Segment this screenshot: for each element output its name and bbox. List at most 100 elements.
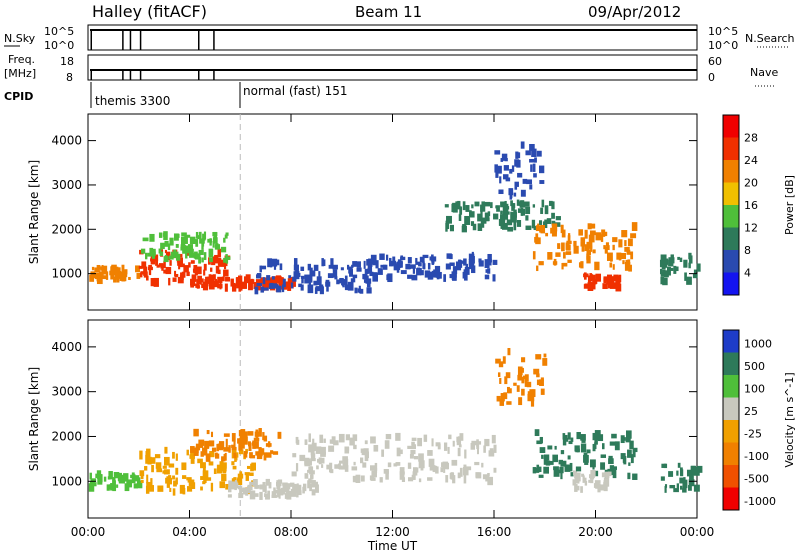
echo-cell: [251, 442, 255, 446]
echo-cell: [277, 479, 283, 484]
echo-cell: [284, 493, 288, 499]
echo-cell: [503, 165, 509, 171]
echo-cell: [166, 479, 170, 488]
echo-cell: [554, 445, 557, 450]
echo-cell: [328, 445, 335, 452]
echo-cell: [440, 467, 444, 473]
echo-cell: [468, 253, 475, 260]
echo-cell: [363, 448, 369, 456]
echo-cell: [384, 440, 390, 449]
nsky-tick-top: 10^5: [44, 25, 74, 38]
echo-cell: [680, 469, 684, 477]
echo-cell: [459, 433, 464, 441]
echo-cell: [659, 259, 665, 268]
echo-cell: [662, 277, 668, 286]
echo-cell: [205, 443, 209, 449]
echo-cell: [508, 388, 512, 394]
echo-cell: [387, 462, 392, 468]
echo-cell: [167, 243, 171, 251]
echo-cell: [356, 261, 361, 268]
echo-cell: [477, 223, 483, 231]
echo-cell: [245, 473, 249, 481]
echo-cell: [88, 483, 95, 492]
echo-cell: [432, 466, 438, 473]
echo-cell: [445, 263, 451, 270]
echo-cell: [451, 203, 455, 213]
echo-cell: [147, 456, 152, 465]
echo-cell: [294, 270, 300, 280]
echo-cell: [562, 262, 568, 267]
echo-cell: [588, 479, 591, 483]
echo-cell: [385, 254, 389, 261]
echo-cell: [417, 437, 423, 447]
echo-cell: [661, 264, 666, 270]
y-tick-label: 3000: [51, 385, 82, 399]
echo-cell: [534, 157, 537, 163]
echo-cell: [632, 447, 638, 453]
echo-cell: [494, 150, 501, 155]
echo-cell: [163, 256, 169, 263]
echo-cell: [513, 192, 517, 197]
echo-cell: [271, 276, 275, 280]
echo-cell: [583, 477, 587, 483]
echo-cell: [272, 451, 279, 455]
colorbar-swatch: [723, 330, 739, 353]
echo-cell: [419, 267, 422, 272]
echo-cell: [309, 486, 313, 492]
echo-cell: [500, 201, 505, 208]
echo-cell: [293, 258, 298, 266]
echo-cell: [326, 464, 330, 470]
echo-cell: [522, 178, 528, 184]
echo-cell: [345, 434, 350, 441]
echo-cell: [123, 473, 129, 482]
echo-cell: [536, 150, 542, 157]
echo-cell: [564, 464, 571, 472]
echo-cell: [536, 440, 542, 445]
echo-cell: [544, 219, 549, 224]
echo-cell: [231, 444, 234, 448]
echo-cell: [211, 261, 216, 266]
echo-cell: [164, 446, 168, 454]
freq-unit-label: [MHz]: [4, 67, 36, 80]
echo-cell: [333, 440, 339, 446]
echo-cell: [547, 252, 553, 260]
echo-cell: [230, 481, 237, 490]
echo-cell: [221, 473, 227, 482]
echo-cell: [310, 450, 315, 456]
echo-cell: [443, 466, 446, 473]
echo-cell: [536, 466, 542, 473]
echo-cell: [203, 231, 207, 240]
echo-cell: [221, 276, 225, 282]
echo-cell: [379, 253, 385, 260]
echo-cell: [258, 428, 262, 437]
echo-cell: [662, 269, 666, 275]
echo-cell: [629, 440, 634, 450]
echo-cell: [485, 269, 490, 273]
echo-cell: [488, 259, 492, 266]
echo-cell: [459, 260, 465, 264]
echo-cell: [271, 283, 278, 289]
echo-cell: [465, 263, 469, 269]
echo-cell: [567, 235, 571, 243]
echo-cell: [396, 447, 401, 457]
colorbar-tick-label: 24: [744, 154, 758, 167]
echo-cell: [676, 470, 679, 476]
echo-cell: [263, 287, 269, 291]
echo-cell: [605, 242, 609, 247]
echo-cell: [150, 255, 156, 265]
echo-cell: [199, 238, 205, 244]
echo-cell: [332, 264, 338, 270]
echo-cell: [309, 460, 312, 466]
echo-cell: [663, 270, 669, 278]
echo-cell: [279, 281, 284, 286]
echo-cell: [225, 256, 229, 264]
echo-cell: [474, 461, 480, 466]
echo-cell: [600, 462, 606, 470]
echo-cell: [307, 480, 311, 489]
echo-cell: [524, 379, 528, 387]
echo-cell: [267, 278, 272, 285]
cpid-segment-normal: normal (fast) 151: [243, 84, 347, 98]
echo-cell: [595, 470, 599, 477]
echo-cell: [141, 261, 147, 269]
echo-cell: [541, 454, 544, 459]
